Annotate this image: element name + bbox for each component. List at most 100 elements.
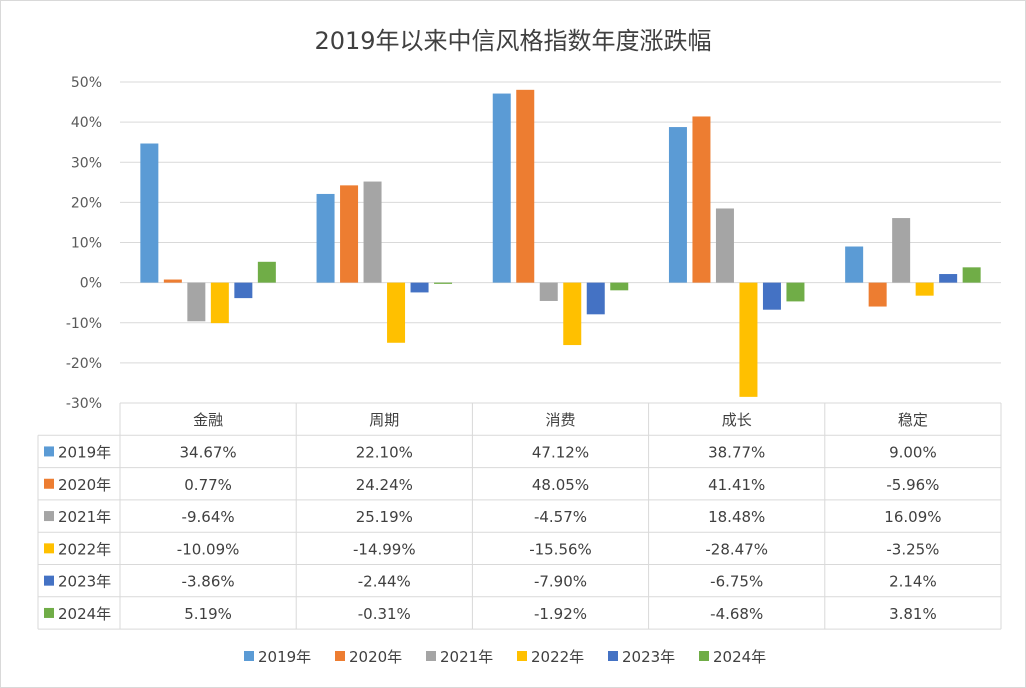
legend-key: [699, 651, 709, 661]
bar-2-4: [692, 116, 711, 283]
bar-3-3: [539, 282, 558, 301]
table-value-cell: -4.57%: [534, 508, 587, 526]
table-legend-key: [44, 543, 54, 554]
legend-label: 2022年: [531, 648, 584, 666]
table-value-cell: -10.09%: [177, 540, 240, 558]
table-legend-key: [44, 575, 54, 586]
bar-5-1: [234, 282, 253, 299]
bar-2-3: [516, 89, 535, 283]
bar-3-1: [187, 282, 206, 322]
y-tick-label: 10%: [71, 236, 102, 252]
chart-title: 2019年以来中信风格指数年度涨跌幅: [314, 27, 712, 55]
table-value-cell: -0.31%: [358, 605, 411, 623]
table-header-cell: 金融: [193, 411, 223, 429]
table-value-cell: -28.47%: [705, 540, 768, 558]
y-tick-label: 30%: [71, 155, 102, 171]
legend-label: 2021年: [440, 648, 493, 666]
table-value-cell: 41.41%: [708, 476, 765, 494]
legend-label: 2023年: [622, 648, 675, 666]
legend-label: 2019年: [258, 648, 311, 666]
bar-2-1: [163, 279, 182, 283]
bar-2-2: [340, 185, 359, 283]
table-header-cell: 周期: [369, 411, 399, 429]
table-value-cell: -15.56%: [529, 540, 592, 558]
table-value-cell: -3.86%: [182, 573, 235, 591]
bar-1-4: [668, 127, 687, 283]
y-tick-label: -10%: [66, 316, 102, 332]
bar-4-4: [739, 282, 758, 397]
table-value-cell: 22.10%: [356, 443, 413, 461]
bar-3-5: [892, 218, 911, 283]
bar-6-1: [257, 261, 276, 283]
table-header-cell: 成长: [722, 411, 752, 429]
table-value-cell: -14.99%: [353, 540, 416, 558]
y-tick-label: 0%: [80, 276, 102, 292]
legend-label: 2020年: [349, 648, 402, 666]
bar-6-4: [786, 282, 805, 302]
table-value-cell: 5.19%: [184, 605, 232, 623]
table-value-cell: 2.14%: [889, 573, 937, 591]
table-row-label: 2021年: [58, 508, 111, 526]
bar-1-2: [316, 193, 335, 283]
table-value-cell: 0.77%: [184, 476, 232, 494]
table-value-cell: 38.77%: [708, 443, 765, 461]
legend-key: [244, 651, 254, 661]
y-tick-label: 50%: [71, 75, 102, 91]
bar-4-1: [210, 282, 229, 324]
table-legend-key: [44, 511, 54, 522]
table-row-label: 2020年: [58, 476, 111, 494]
legend-key: [608, 651, 618, 661]
bar-1-1: [140, 143, 159, 283]
table-value-cell: 48.05%: [532, 476, 589, 494]
bar-1-5: [845, 246, 864, 283]
bar-5-3: [586, 282, 605, 315]
table-value-cell: -4.68%: [710, 605, 763, 623]
table-value-cell: 3.81%: [889, 605, 937, 623]
table-value-cell: -5.96%: [886, 476, 939, 494]
bar-4-5: [915, 282, 934, 296]
table-legend-key: [44, 607, 54, 618]
table-header-cell: 稳定: [898, 411, 928, 429]
table-row-label: 2019年: [58, 443, 111, 461]
bar-5-5: [939, 274, 958, 283]
table-value-cell: 24.24%: [356, 476, 413, 494]
y-tick-label: -30%: [66, 396, 102, 412]
table-value-cell: -9.64%: [182, 508, 235, 526]
table-header-cell: 消费: [545, 411, 575, 429]
table-value-cell: -7.90%: [534, 573, 587, 591]
bar-3-2: [363, 181, 382, 283]
table-value-cell: -2.44%: [358, 573, 411, 591]
table-value-cell: -6.75%: [710, 573, 763, 591]
bar-3-4: [715, 208, 734, 283]
table-row-label: 2022年: [58, 540, 111, 558]
table-value-cell: 34.67%: [179, 443, 236, 461]
table-row-label: 2024年: [58, 605, 111, 623]
table-value-cell: 47.12%: [532, 443, 589, 461]
legend-key: [426, 651, 436, 661]
table-value-cell: 25.19%: [356, 508, 413, 526]
bar-4-3: [563, 282, 582, 346]
table-row-label: 2023年: [58, 573, 111, 591]
y-tick-label: 20%: [71, 195, 102, 211]
bar-6-3: [610, 282, 629, 291]
bar-5-2: [410, 282, 429, 293]
table-legend-key: [44, 446, 54, 457]
table-value-cell: 9.00%: [889, 443, 937, 461]
bar-1-3: [492, 93, 511, 283]
legend-key: [517, 651, 527, 661]
table-value-cell: -1.92%: [534, 605, 587, 623]
legend-label: 2024年: [713, 648, 766, 666]
bar-2-5: [868, 282, 887, 307]
table-value-cell: 18.48%: [708, 508, 765, 526]
legend-key: [335, 651, 345, 661]
y-tick-label: -20%: [66, 356, 102, 372]
table-value-cell: -3.25%: [886, 540, 939, 558]
bar-6-2: [434, 282, 453, 284]
bar-6-5: [962, 267, 981, 283]
y-tick-label: 40%: [71, 115, 102, 131]
table-value-cell: 16.09%: [884, 508, 941, 526]
bar-5-4: [762, 282, 781, 310]
bar-4-2: [387, 282, 406, 343]
